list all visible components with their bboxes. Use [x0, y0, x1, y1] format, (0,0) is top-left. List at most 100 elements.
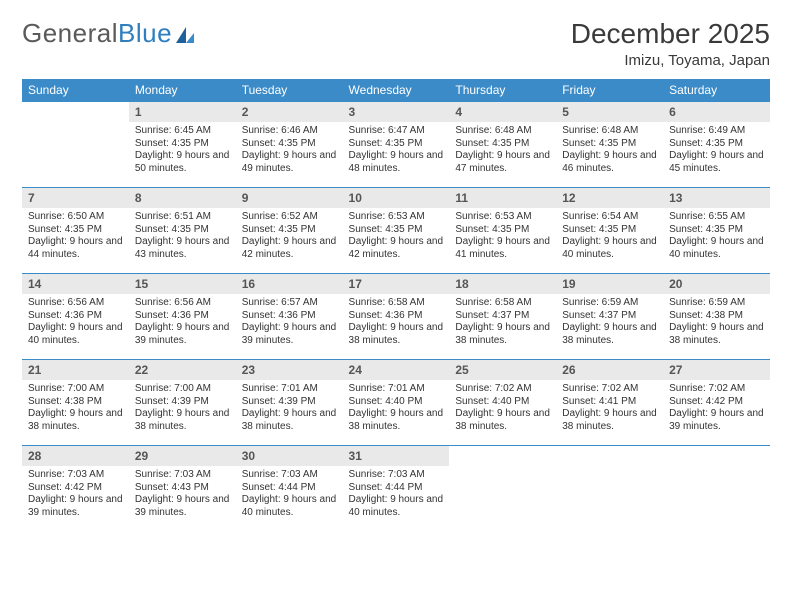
day-content: Sunrise: 6:51 AMSunset: 4:35 PMDaylight:…	[129, 208, 236, 267]
day-content: Sunrise: 6:48 AMSunset: 4:35 PMDaylight:…	[449, 122, 556, 181]
day-number: 5	[556, 102, 663, 122]
calendar-cell: 4Sunrise: 6:48 AMSunset: 4:35 PMDaylight…	[449, 102, 556, 188]
calendar-cell: 14Sunrise: 6:56 AMSunset: 4:36 PMDayligh…	[22, 274, 129, 360]
day-number: 16	[236, 274, 343, 294]
day-number: 21	[22, 360, 129, 380]
calendar-week-row: 28Sunrise: 7:03 AMSunset: 4:42 PMDayligh…	[22, 446, 770, 532]
calendar-cell: 1Sunrise: 6:45 AMSunset: 4:35 PMDaylight…	[129, 102, 236, 188]
day-of-week-row: SundayMondayTuesdayWednesdayThursdayFrid…	[22, 79, 770, 102]
day-number: 20	[663, 274, 770, 294]
calendar-cell: 30Sunrise: 7:03 AMSunset: 4:44 PMDayligh…	[236, 446, 343, 532]
calendar-cell: 8Sunrise: 6:51 AMSunset: 4:35 PMDaylight…	[129, 188, 236, 274]
day-content: Sunrise: 7:03 AMSunset: 4:44 PMDaylight:…	[236, 466, 343, 525]
calendar-cell: 13Sunrise: 6:55 AMSunset: 4:35 PMDayligh…	[663, 188, 770, 274]
day-content: Sunrise: 7:01 AMSunset: 4:40 PMDaylight:…	[343, 380, 450, 439]
day-content: Sunrise: 6:57 AMSunset: 4:36 PMDaylight:…	[236, 294, 343, 353]
day-content: Sunrise: 7:00 AMSunset: 4:38 PMDaylight:…	[22, 380, 129, 439]
day-of-week-header: Friday	[556, 79, 663, 102]
calendar-week-row: 14Sunrise: 6:56 AMSunset: 4:36 PMDayligh…	[22, 274, 770, 360]
day-number: 12	[556, 188, 663, 208]
day-content: Sunrise: 6:58 AMSunset: 4:36 PMDaylight:…	[343, 294, 450, 353]
day-number: 27	[663, 360, 770, 380]
day-number: 9	[236, 188, 343, 208]
day-number: 8	[129, 188, 236, 208]
day-number: 17	[343, 274, 450, 294]
calendar-cell: 28Sunrise: 7:03 AMSunset: 4:42 PMDayligh…	[22, 446, 129, 532]
calendar-week-row: 7Sunrise: 6:50 AMSunset: 4:35 PMDaylight…	[22, 188, 770, 274]
day-number: 3	[343, 102, 450, 122]
calendar-cell: 22Sunrise: 7:00 AMSunset: 4:39 PMDayligh…	[129, 360, 236, 446]
day-number: 26	[556, 360, 663, 380]
day-content: Sunrise: 6:47 AMSunset: 4:35 PMDaylight:…	[343, 122, 450, 181]
calendar-cell	[663, 446, 770, 532]
day-content: Sunrise: 7:00 AMSunset: 4:39 PMDaylight:…	[129, 380, 236, 439]
day-of-week-header: Wednesday	[343, 79, 450, 102]
calendar-cell: 19Sunrise: 6:59 AMSunset: 4:37 PMDayligh…	[556, 274, 663, 360]
calendar-cell: 6Sunrise: 6:49 AMSunset: 4:35 PMDaylight…	[663, 102, 770, 188]
day-number: 19	[556, 274, 663, 294]
title-block: December 2025 Imizu, Toyama, Japan	[571, 18, 770, 69]
calendar-cell	[449, 446, 556, 532]
day-number: 10	[343, 188, 450, 208]
day-number: 28	[22, 446, 129, 466]
day-number: 14	[22, 274, 129, 294]
logo-text-2: Blue	[118, 18, 172, 49]
calendar-cell: 9Sunrise: 6:52 AMSunset: 4:35 PMDaylight…	[236, 188, 343, 274]
day-content: Sunrise: 7:03 AMSunset: 4:43 PMDaylight:…	[129, 466, 236, 525]
day-number: 18	[449, 274, 556, 294]
day-content: Sunrise: 6:48 AMSunset: 4:35 PMDaylight:…	[556, 122, 663, 181]
day-number: 23	[236, 360, 343, 380]
calendar-cell: 11Sunrise: 6:53 AMSunset: 4:35 PMDayligh…	[449, 188, 556, 274]
day-content: Sunrise: 6:46 AMSunset: 4:35 PMDaylight:…	[236, 122, 343, 181]
logo-sail-icon	[172, 18, 196, 49]
calendar-cell: 18Sunrise: 6:58 AMSunset: 4:37 PMDayligh…	[449, 274, 556, 360]
calendar-cell: 16Sunrise: 6:57 AMSunset: 4:36 PMDayligh…	[236, 274, 343, 360]
page-title: December 2025	[571, 18, 770, 50]
logo: GeneralBlue	[22, 18, 196, 49]
calendar-cell: 17Sunrise: 6:58 AMSunset: 4:36 PMDayligh…	[343, 274, 450, 360]
calendar-cell: 31Sunrise: 7:03 AMSunset: 4:44 PMDayligh…	[343, 446, 450, 532]
day-content: Sunrise: 6:56 AMSunset: 4:36 PMDaylight:…	[22, 294, 129, 353]
day-number: 2	[236, 102, 343, 122]
day-content: Sunrise: 6:55 AMSunset: 4:35 PMDaylight:…	[663, 208, 770, 267]
calendar-cell: 5Sunrise: 6:48 AMSunset: 4:35 PMDaylight…	[556, 102, 663, 188]
calendar-body: 1Sunrise: 6:45 AMSunset: 4:35 PMDaylight…	[22, 102, 770, 532]
calendar-cell: 25Sunrise: 7:02 AMSunset: 4:40 PMDayligh…	[449, 360, 556, 446]
day-content: Sunrise: 6:53 AMSunset: 4:35 PMDaylight:…	[449, 208, 556, 267]
calendar-cell: 10Sunrise: 6:53 AMSunset: 4:35 PMDayligh…	[343, 188, 450, 274]
calendar-cell: 3Sunrise: 6:47 AMSunset: 4:35 PMDaylight…	[343, 102, 450, 188]
day-content: Sunrise: 6:54 AMSunset: 4:35 PMDaylight:…	[556, 208, 663, 267]
calendar-cell: 12Sunrise: 6:54 AMSunset: 4:35 PMDayligh…	[556, 188, 663, 274]
day-number: 24	[343, 360, 450, 380]
location-text: Imizu, Toyama, Japan	[571, 52, 770, 69]
day-content: Sunrise: 7:01 AMSunset: 4:39 PMDaylight:…	[236, 380, 343, 439]
day-content: Sunrise: 6:58 AMSunset: 4:37 PMDaylight:…	[449, 294, 556, 353]
calendar-table: SundayMondayTuesdayWednesdayThursdayFrid…	[22, 79, 770, 532]
day-of-week-header: Saturday	[663, 79, 770, 102]
day-content: Sunrise: 6:56 AMSunset: 4:36 PMDaylight:…	[129, 294, 236, 353]
day-content: Sunrise: 6:50 AMSunset: 4:35 PMDaylight:…	[22, 208, 129, 267]
calendar-week-row: 1Sunrise: 6:45 AMSunset: 4:35 PMDaylight…	[22, 102, 770, 188]
calendar-cell	[556, 446, 663, 532]
day-number: 6	[663, 102, 770, 122]
calendar-cell: 26Sunrise: 7:02 AMSunset: 4:41 PMDayligh…	[556, 360, 663, 446]
day-content: Sunrise: 7:03 AMSunset: 4:42 PMDaylight:…	[22, 466, 129, 525]
calendar-cell: 23Sunrise: 7:01 AMSunset: 4:39 PMDayligh…	[236, 360, 343, 446]
day-number: 4	[449, 102, 556, 122]
calendar-page: GeneralBlue December 2025 Imizu, Toyama,…	[0, 0, 792, 532]
day-number: 15	[129, 274, 236, 294]
day-number: 13	[663, 188, 770, 208]
day-number: 11	[449, 188, 556, 208]
calendar-cell	[22, 102, 129, 188]
day-number: 22	[129, 360, 236, 380]
day-content: Sunrise: 7:02 AMSunset: 4:41 PMDaylight:…	[556, 380, 663, 439]
calendar-cell: 7Sunrise: 6:50 AMSunset: 4:35 PMDaylight…	[22, 188, 129, 274]
day-content: Sunrise: 7:02 AMSunset: 4:40 PMDaylight:…	[449, 380, 556, 439]
calendar-cell: 27Sunrise: 7:02 AMSunset: 4:42 PMDayligh…	[663, 360, 770, 446]
calendar-cell: 2Sunrise: 6:46 AMSunset: 4:35 PMDaylight…	[236, 102, 343, 188]
calendar-cell: 24Sunrise: 7:01 AMSunset: 4:40 PMDayligh…	[343, 360, 450, 446]
day-number: 29	[129, 446, 236, 466]
calendar-week-row: 21Sunrise: 7:00 AMSunset: 4:38 PMDayligh…	[22, 360, 770, 446]
day-content: Sunrise: 6:53 AMSunset: 4:35 PMDaylight:…	[343, 208, 450, 267]
header: GeneralBlue December 2025 Imizu, Toyama,…	[22, 18, 770, 69]
